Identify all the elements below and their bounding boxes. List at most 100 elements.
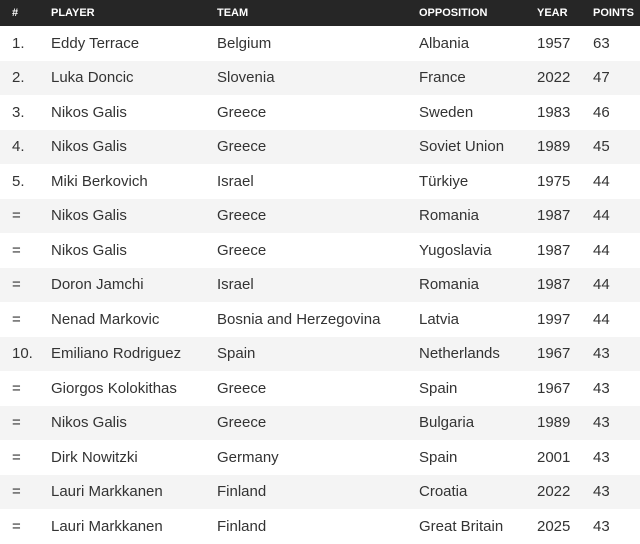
cell-team: Greece (217, 198, 419, 233)
header-opposition: OPPOSITION (419, 0, 537, 26)
cell-opposition: Soviet Union (419, 129, 537, 164)
cell-team: Greece (217, 103, 267, 121)
table-row: = Nikos Galis Greece Romania 1987 44 (0, 198, 640, 233)
cell-player: Giorgos Kolokithas (51, 379, 177, 397)
cell-rank: = (12, 448, 21, 466)
cell-opposition: Romania (419, 267, 537, 302)
cell-rank: = (12, 517, 21, 535)
cell-team: Greece (217, 405, 419, 440)
table-row: = Giorgos Kolokithas Greece Spain 1967 43 (0, 371, 640, 406)
cell-team: Spain (217, 336, 419, 371)
cell-team: Bosnia and Herzegovina (217, 310, 381, 328)
cell-player: Emiliano Rodriguez (51, 336, 217, 371)
cell-points: 44 (593, 241, 610, 259)
cell-year: 1989 (537, 129, 593, 164)
table-row: = Doron Jamchi Israel Romania 1987 44 (0, 267, 640, 302)
cell-rank: = (0, 198, 51, 233)
cell-rank: 5. (12, 172, 25, 190)
cell-year: 2025 (537, 517, 571, 535)
header-team: TEAM (217, 0, 419, 26)
cell-player: Nenad Markovic (51, 310, 160, 328)
table-row: 5. Miki Berkovich Israel Türkiye 1975 44 (0, 164, 640, 199)
cell-opposition: Great Britain (419, 517, 504, 535)
cell-points: 43 (593, 405, 640, 440)
table-row: = Lauri Markkanen Finland Croatia 2022 43 (0, 474, 640, 509)
table-row: = Lauri Markkanen Finland Great Britain 2025… (0, 509, 640, 544)
cell-player: Eddy Terrace (51, 34, 140, 52)
cell-points: 43 (593, 448, 610, 466)
cell-player: Nikos Galis (51, 129, 217, 164)
cell-points: 44 (593, 267, 640, 302)
cell-points: 44 (593, 172, 610, 190)
cell-year: 2022 (537, 474, 593, 509)
cell-opposition: Latvia (419, 310, 460, 328)
cell-points: 46 (593, 103, 610, 121)
table-row: = Nikos Galis Greece Yugoslavia 1987 44 (0, 233, 640, 268)
cell-team: Greece (217, 241, 267, 259)
table-row: 2. Luka Doncic Slovenia France 2022 47 (0, 60, 640, 95)
table-row: = Dirk Nowitzki Germany Spain 2001 43 (0, 440, 640, 475)
cell-rank: = (0, 474, 51, 509)
cell-opposition: Yugoslavia (419, 241, 492, 259)
cell-rank: 4. (0, 129, 51, 164)
cell-player: Miki Berkovich (51, 172, 148, 190)
cell-year: 2022 (537, 60, 593, 95)
header-year: YEAR (537, 0, 593, 26)
table-row: 3. Nikos Galis Greece Sweden 1983 46 (0, 95, 640, 130)
cell-opposition: Albania (419, 34, 470, 52)
cell-opposition: Netherlands (419, 336, 537, 371)
header-player: PLAYER (51, 0, 217, 26)
cell-rank: 1. (12, 34, 25, 52)
cell-year: 1967 (537, 336, 593, 371)
table-row: 1. Eddy Terrace Belgium Albania 1957 63 (0, 26, 640, 61)
table-row: = Nikos Galis Greece Bulgaria 1989 43 (0, 405, 640, 440)
cell-opposition: Romania (419, 198, 537, 233)
table-row: = Nenad Markovic Bosnia and Herzegovina Lat… (0, 302, 640, 337)
cell-rank: = (0, 267, 51, 302)
cell-year: 1987 (537, 241, 571, 259)
cell-team: Slovenia (217, 60, 419, 95)
cell-points: 43 (593, 336, 640, 371)
cell-rank: 3. (12, 103, 25, 121)
table-row: 10. Emiliano Rodriguez Spain Netherlands 196… (0, 336, 640, 371)
cell-player: Nikos Galis (51, 405, 217, 440)
header-rank: # (0, 0, 51, 26)
cell-points: 45 (593, 129, 640, 164)
cell-year: 1987 (537, 198, 593, 233)
cell-year: 1983 (537, 103, 571, 121)
cell-year: 1987 (537, 267, 593, 302)
cell-points: 47 (593, 60, 640, 95)
cell-points: 63 (593, 34, 610, 52)
cell-points: 43 (593, 517, 610, 535)
cell-team: Israel (217, 172, 254, 190)
cell-team: Israel (217, 267, 419, 302)
cell-year: 1967 (537, 379, 571, 397)
cell-opposition: Croatia (419, 474, 537, 509)
cell-player: Doron Jamchi (51, 267, 217, 302)
cell-player: Lauri Markkanen (51, 517, 163, 535)
cell-rank: = (12, 310, 21, 328)
cell-team: Greece (217, 129, 419, 164)
cell-team: Finland (217, 517, 267, 535)
cell-points: 43 (593, 379, 610, 397)
cell-year: 2001 (537, 448, 571, 466)
cell-rank: = (12, 241, 21, 259)
cell-points: 43 (593, 474, 640, 509)
cell-team: Finland (217, 474, 419, 509)
cell-year: 1957 (537, 34, 571, 52)
cell-opposition: Spain (419, 379, 458, 397)
cell-year: 1989 (537, 405, 593, 440)
cell-player: Nikos Galis (51, 103, 127, 121)
cell-rank: = (12, 379, 21, 397)
cell-opposition: France (419, 60, 537, 95)
cell-player: Dirk Nowitzki (51, 448, 138, 466)
header-points: POINTS (593, 0, 640, 26)
cell-rank: 10. (0, 336, 51, 371)
cell-player: Nikos Galis (51, 241, 127, 259)
cell-rank: = (0, 405, 51, 440)
cell-rank: 2. (0, 60, 51, 95)
cell-year: 1975 (537, 172, 571, 190)
cell-team: Germany (217, 448, 279, 466)
cell-opposition: Türkiye (419, 172, 469, 190)
